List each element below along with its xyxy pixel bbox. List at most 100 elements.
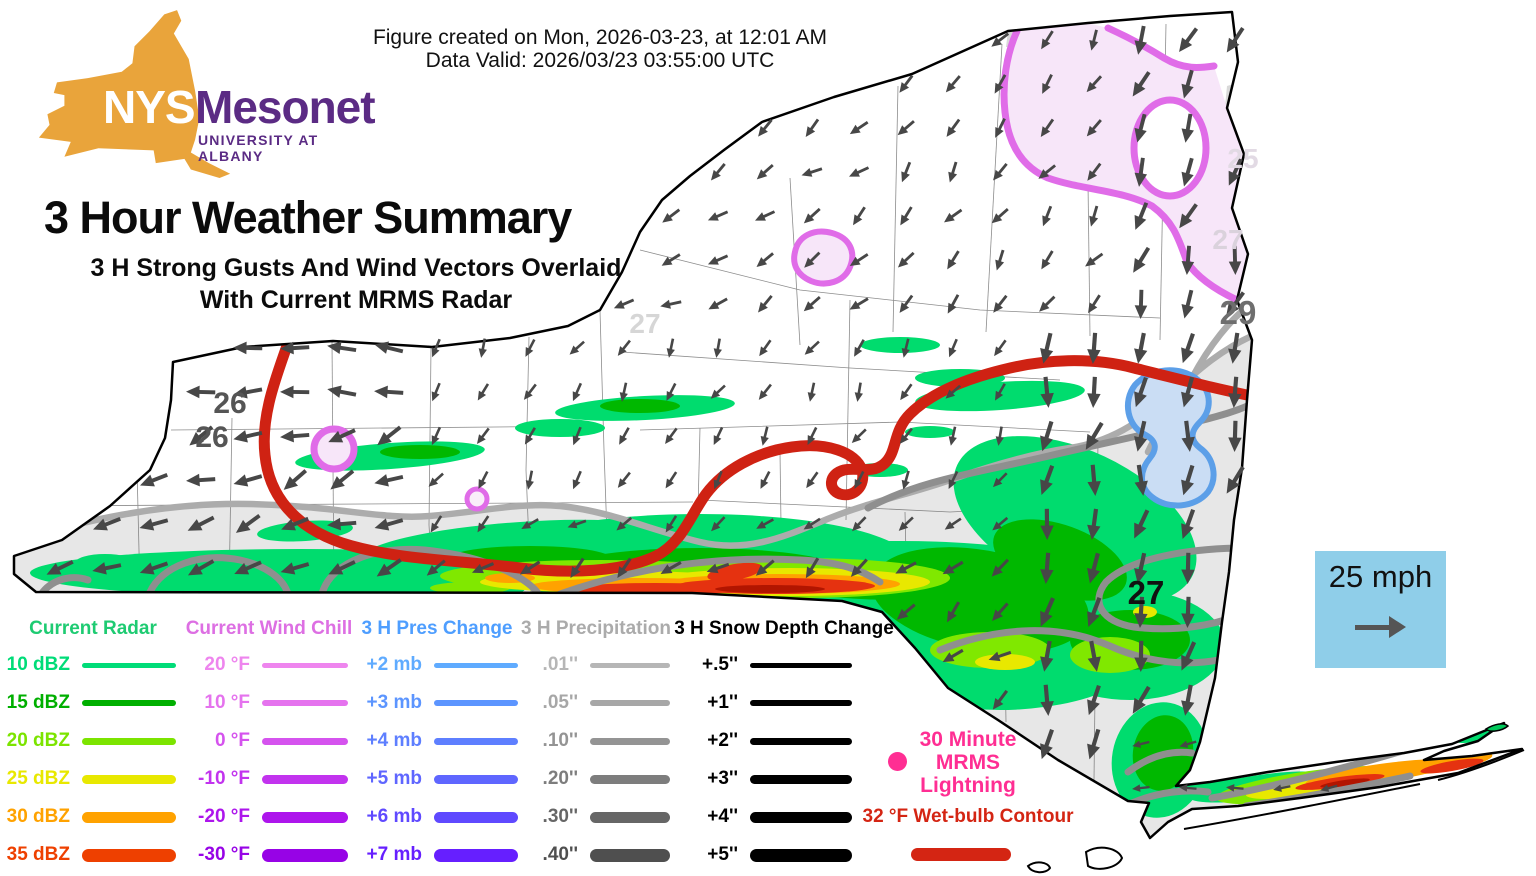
legend-row: 25 dBZ [4,766,176,792]
contour-label: 27 [629,308,660,339]
wind-arrow-icon [665,427,678,445]
wind-arrow-icon [899,74,914,93]
legend-row-line-swatch [262,662,348,668]
legend-row: -10 °F [184,766,348,792]
wind-arrow-icon [660,299,682,309]
wind-arrow-icon [186,385,216,399]
wind-arrow-icon [519,560,541,575]
wind-arrow-icon [992,516,1009,531]
wind-speed-reference-label: 25 mph [1328,559,1433,594]
wind-arrow-icon [901,338,910,358]
wind-arrow-icon [1181,420,1195,452]
legend-row: -20 °F [184,804,348,830]
wind-arrow-icon [900,383,913,401]
wind-arrow-icon [1179,203,1198,229]
legend-row: +4 mb [352,728,518,754]
wind-arrow-icon [477,383,490,401]
wind-arrow-icon [1087,376,1101,408]
wind-vector-arrows [46,25,1338,792]
wind-arrow-icon [1181,641,1197,671]
wind-arrow-icon [46,559,74,575]
legend-row: 30 dBZ [4,804,176,830]
wind-arrow-icon [617,471,631,488]
wind-arrow-icon [1134,596,1148,628]
legend-row-line-swatch [82,662,176,668]
wind-arrow-icon [758,383,772,400]
wind-arrow-icon [187,559,215,576]
wind-arrow-icon [374,474,404,487]
legend-row-label: +1'' [707,692,738,713]
wind-arrow-icon [617,557,632,578]
wind-arrow-icon [992,602,1009,621]
wind-arrow-icon [713,338,722,358]
legend-row-label: 0 °F [214,730,250,751]
wind-arrow-icon [280,429,310,443]
wind-arrow-icon [896,603,916,620]
wind-arrow-icon [616,516,633,531]
legend-row-label: 10 dBZ [6,654,70,675]
subtitle-line-2: With Current MRMS Radar [199,286,513,314]
legend-column-1: Current Wind Chill 20 °F 10 °F 0 °F -10 °F -2… [184,618,354,876]
wind-arrow-icon [233,430,263,443]
legend-row: +6 mb [352,804,518,830]
legend-row: 20 °F [184,652,348,678]
wind-arrow-icon [1134,640,1148,672]
wind-arrow-icon [852,516,867,532]
legend-row: 10 dBZ [4,652,176,678]
wind-arrow-icon [1134,113,1147,143]
wind-arrow-icon [713,426,724,446]
wind-arrow-icon [93,516,121,531]
figure-annotation: Figure created on Mon, 2026-03-23, at 12… [330,26,870,72]
legend-column-0: Current Radar 10 dBZ 15 dBZ 20 dBZ 25 dBZ 30 … [4,618,182,876]
wind-speed-reference-box: 25 mph [1315,551,1446,668]
wind-arrow-icon [328,560,356,575]
legend-row: +5 mb [352,766,518,792]
legend-row-line-swatch [262,737,348,745]
legend-row: .01'' [520,652,670,678]
wind-arrow-icon [572,426,582,446]
lightning-dot-icon [888,752,907,771]
wind-arrow-icon [1134,157,1148,187]
ny-state-border [12,10,1524,840]
wind-arrow-icon [1132,685,1151,714]
logo-university-text: UNIVERSITY AT ALBANY [198,132,319,164]
legend-row: .40'' [520,842,670,868]
wind-arrow-icon [327,341,357,355]
wind-arrow-icon [666,338,675,358]
legend-row-line-swatch [750,700,852,706]
legend-row-label: -20 °F [198,806,250,827]
wind-arrow-icon [758,118,773,137]
wind-arrow-icon [1320,784,1338,792]
legend-row-line-swatch [82,700,176,706]
wind-arrow-icon [572,382,583,402]
wind-arrow-icon [1132,784,1150,792]
wind-arrow-icon [850,558,868,577]
wind-arrow-icon [1040,332,1054,364]
wind-arrow-icon [804,251,821,268]
wind-arrow-icon [1087,597,1102,627]
wind-arrow-icon [1181,684,1195,716]
wind-arrow-icon [1179,784,1197,792]
wind-arrow-icon [374,341,404,354]
wind-arrow-icon [899,294,914,313]
wind-arrow-icon [806,471,819,489]
wind-arrow-icon [1038,164,1057,179]
wind-arrow-icon [994,74,1007,94]
wind-arrow-icon [708,297,728,310]
wind-arrow-icon [430,515,443,533]
data-valid-text: Data Valid: 2026/03/23 03:55:00 UTC [425,49,775,72]
wetbulb-legend-line [911,848,1011,861]
wind-arrow-icon [431,426,442,446]
wind-arrow-icon [1181,508,1196,540]
wind-arrow-icon [805,118,820,137]
wind-arrow-icon [995,249,1005,271]
legend-row-line-swatch [434,811,518,823]
legend-row-label: 25 dBZ [6,768,70,789]
wind-arrow-icon [666,382,677,401]
wind-arrow-icon [1181,69,1194,99]
wind-arrow-icon [525,470,534,490]
wind-arrow-icon [707,254,729,265]
wind-arrow-icon [1085,252,1104,267]
page-subtitle: 3 H Strong Gusts And Wind Vectors Overla… [36,252,676,316]
wind-arrow-icon [1228,420,1242,452]
